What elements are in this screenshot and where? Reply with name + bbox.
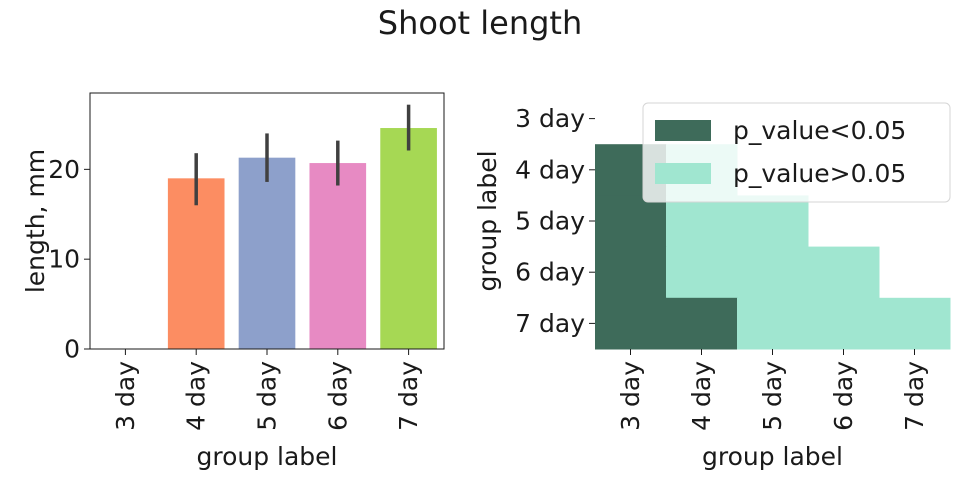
x-tick-label: 7 day xyxy=(900,361,929,431)
y-tick-label: 10 xyxy=(48,245,80,274)
legend-swatch xyxy=(655,120,711,141)
x-tick-label: 6 day xyxy=(829,361,858,431)
heatmap-cell xyxy=(808,246,880,299)
legend-box xyxy=(642,102,951,203)
bar-4-day xyxy=(167,178,225,349)
x-tick-label: 3 day xyxy=(616,361,645,431)
bar-chart-panel: 3 day 4 day 5 day 6 day 7 day 0 10 20 group labe… xyxy=(21,92,445,471)
plot-frame xyxy=(89,92,445,350)
x-axis-label: group label xyxy=(196,442,337,471)
bar-7-day xyxy=(380,128,437,349)
heatmap-cell xyxy=(595,195,667,248)
heatmap-cell xyxy=(595,246,667,299)
heatmap-cell xyxy=(737,297,809,350)
x-tick-label: 6 day xyxy=(323,361,352,431)
bar-6-day xyxy=(309,163,367,349)
heatmap-cell xyxy=(666,195,738,248)
legend-label: p_value>0.05 xyxy=(733,159,906,188)
figure-title: Shoot length xyxy=(377,4,583,42)
x-tick-label: 7 day xyxy=(394,361,423,431)
y-tick-label: 3 day xyxy=(515,104,585,133)
heatmap-cell xyxy=(666,246,738,299)
x-tick-label: 3 day xyxy=(111,361,140,431)
y-tick-label: 5 day xyxy=(515,207,585,236)
x-tick-label: 5 day xyxy=(253,361,282,431)
y-axis-label: length, mm xyxy=(21,149,50,293)
heatmap-cell xyxy=(737,195,809,248)
legend-swatch xyxy=(655,163,711,184)
y-tick-label: 7 day xyxy=(515,309,585,338)
heatmap-cell xyxy=(737,246,809,299)
bar-5-day xyxy=(238,157,296,349)
legend: p_value<0.05 p_value>0.05 xyxy=(642,102,951,203)
x-tick-label: 4 day xyxy=(687,361,716,431)
y-tick-label: 20 xyxy=(48,155,80,184)
heatmap-panel: 3 day 4 day 5 day 6 day 7 day 3 day 4 day 5 day… xyxy=(473,102,951,471)
heatmap-cell xyxy=(595,297,667,350)
x-axis-label: group label xyxy=(702,442,843,471)
heatmap-cell xyxy=(808,297,880,350)
y-tick-label: 0 xyxy=(64,335,80,364)
heatmap-cell xyxy=(879,297,951,350)
legend-label: p_value<0.05 xyxy=(733,116,906,145)
x-tick-label: 4 day xyxy=(182,361,211,431)
y-axis-label: group label xyxy=(473,150,502,291)
y-tick-label: 4 day xyxy=(515,155,585,184)
y-tick-label: 6 day xyxy=(515,258,585,287)
heatmap-cell xyxy=(666,297,738,350)
x-tick-label: 5 day xyxy=(758,361,787,431)
